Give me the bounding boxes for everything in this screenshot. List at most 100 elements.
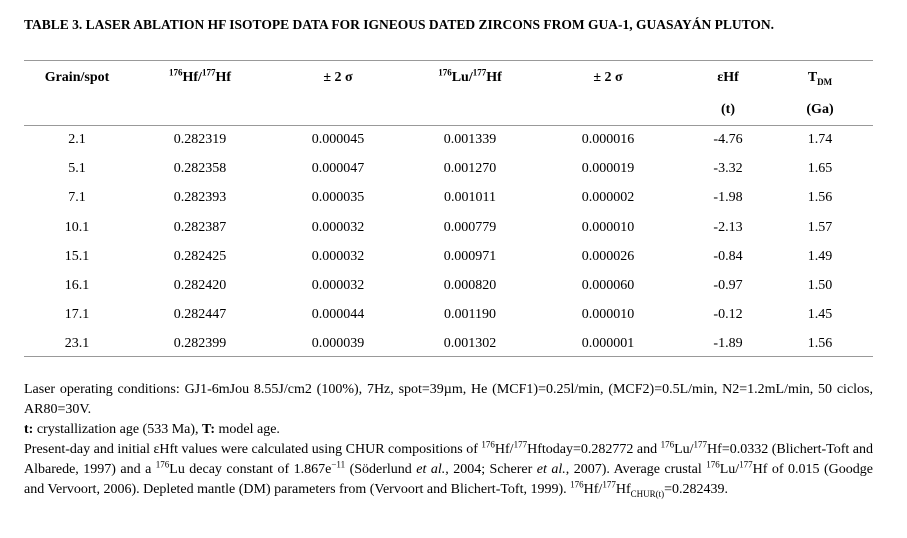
note: Laser operating conditions: GJ1-6mJou 8.… <box>24 380 873 420</box>
column-header: 176Lu/177Hf <box>410 67 530 86</box>
table-cell: 0.000035 <box>311 190 365 206</box>
table-cell: 0.000032 <box>311 278 365 293</box>
table-cell: 0.282425 <box>173 248 227 264</box>
text-run: 177 <box>472 67 487 78</box>
table-cell: 5.1 <box>68 161 86 177</box>
text-run: 176 <box>168 67 183 78</box>
table-cell: 23.1 <box>64 336 90 352</box>
table-cell: 0.000039 <box>311 336 365 352</box>
table-cell: 0.282319 <box>173 132 227 147</box>
column-header: 176Hf/177Hf <box>140 67 260 86</box>
table-cell: -0.84 <box>713 248 743 264</box>
text-run: Laser operating conditions: GJ1-6mJou 8.… <box>24 382 873 417</box>
table-cell: 0.000779 <box>443 219 497 235</box>
table-cell: 17.1 <box>64 307 90 323</box>
table-cell: 1.65 <box>807 161 833 177</box>
text-run: t: <box>24 422 34 437</box>
table-cell: 0.000010 <box>581 219 635 235</box>
text-run: model age. <box>215 422 280 437</box>
text-run: Hf <box>486 70 502 85</box>
column-header: εHf <box>668 70 788 86</box>
table-cell: 0.000010 <box>581 307 635 323</box>
column-unit: (Ga) <box>806 102 834 117</box>
table-cell: 0.000032 <box>311 219 365 235</box>
table-cell: -0.97 <box>713 278 743 293</box>
text-run: Lu/ <box>719 462 740 477</box>
notes: Laser operating conditions: GJ1-6mJou 8.… <box>24 380 873 500</box>
text-run: εHf <box>717 70 739 85</box>
table-cell: 16.1 <box>64 278 90 293</box>
table-cell: 1.45 <box>807 307 833 323</box>
column-unit: (t) <box>721 102 735 117</box>
text-run: Hf <box>615 482 631 497</box>
text-run: et al. <box>536 462 566 477</box>
note: Present-day and initial εHft values were… <box>24 440 873 500</box>
table-cell: 1.49 <box>807 248 833 264</box>
table-cell: 1.57 <box>807 219 833 235</box>
text-run: Hf/ <box>182 70 202 85</box>
text-run: =0.282439. <box>664 482 729 497</box>
column-header: TDM <box>760 70 880 86</box>
table-cell: 0.282358 <box>173 161 227 177</box>
rule <box>24 356 873 357</box>
text-run: ± 2 σ <box>593 70 623 85</box>
text-run: Hf <box>215 70 231 85</box>
rule <box>24 60 873 61</box>
text-run: Hf/ <box>494 442 514 457</box>
text-run: Hf of 0.015 (Goodge and Vervoort, 2006).… <box>24 462 873 497</box>
text-run: Hftoday=0.282772 and <box>527 442 661 457</box>
table-cell: -3.32 <box>713 161 743 177</box>
text-run: T <box>807 70 818 85</box>
text-run: Lu/ <box>451 70 473 85</box>
table-cell: -1.98 <box>713 190 743 206</box>
text-run: et al. <box>416 462 446 477</box>
text-run: Lu/ <box>674 442 694 457</box>
text-run: −11 <box>331 459 346 470</box>
note: t: crystallization age (533 Ma), T: mode… <box>24 420 873 440</box>
table-cell: 0.001190 <box>444 307 496 323</box>
table-cell: 0.000060 <box>581 278 635 293</box>
table-cell: 1.56 <box>807 336 833 352</box>
table-cell: 0.000032 <box>311 248 365 264</box>
table-cell: 0.282420 <box>173 278 227 293</box>
text-run: ± 2 σ <box>323 70 353 85</box>
text-run: T: <box>202 422 216 437</box>
text-run: CHUR(t) <box>630 488 665 499</box>
text-run: 177 <box>201 67 216 78</box>
table-cell: 1.74 <box>807 132 833 147</box>
column-header: Grain/spot <box>17 70 137 86</box>
table-cell: -0.12 <box>713 307 743 323</box>
table-cell: 15.1 <box>64 248 90 264</box>
table-cell: 0.282387 <box>173 219 227 235</box>
table-cell: 1.56 <box>807 190 833 206</box>
table-cell: 0.000044 <box>311 307 365 323</box>
table-cell: 0.001339 <box>443 132 497 147</box>
table-cell: 0.282447 <box>173 307 227 323</box>
text-run: 177 <box>739 459 753 470</box>
table-cell: 0.000001 <box>581 336 635 352</box>
text-run: 176 <box>481 439 495 450</box>
text-run: Lu decay constant of 1.867e <box>169 462 332 477</box>
table-cell: 10.1 <box>64 219 90 235</box>
table-cell: 0.000971 <box>443 248 497 264</box>
text-run: crystallization age (533 Ma), <box>33 422 203 437</box>
text-run: , 2007). Average crustal <box>565 462 707 477</box>
text-run: DM <box>817 76 833 87</box>
table-cell: 2.1 <box>68 132 86 147</box>
text-run: 176 <box>570 479 584 490</box>
text-run: 177 <box>513 439 528 450</box>
text-run: (Söderlund <box>345 462 417 477</box>
table-cell: 0.282393 <box>173 190 227 206</box>
text-run: Present-day and initial εHft values were… <box>24 442 482 457</box>
text-run: 177 <box>602 479 616 490</box>
table-cell: 0.000019 <box>581 161 635 177</box>
table-cell: 0.001270 <box>443 161 497 177</box>
rule <box>24 125 873 126</box>
table-cell: -1.89 <box>713 336 743 352</box>
table-cell: 0.000026 <box>581 248 635 264</box>
text-run: 176 <box>438 67 452 78</box>
text-run: Grain/spot <box>44 70 110 85</box>
column-header: ± 2 σ <box>548 70 668 86</box>
text-run: 177 <box>693 439 708 450</box>
table-cell: 0.000002 <box>581 190 635 206</box>
